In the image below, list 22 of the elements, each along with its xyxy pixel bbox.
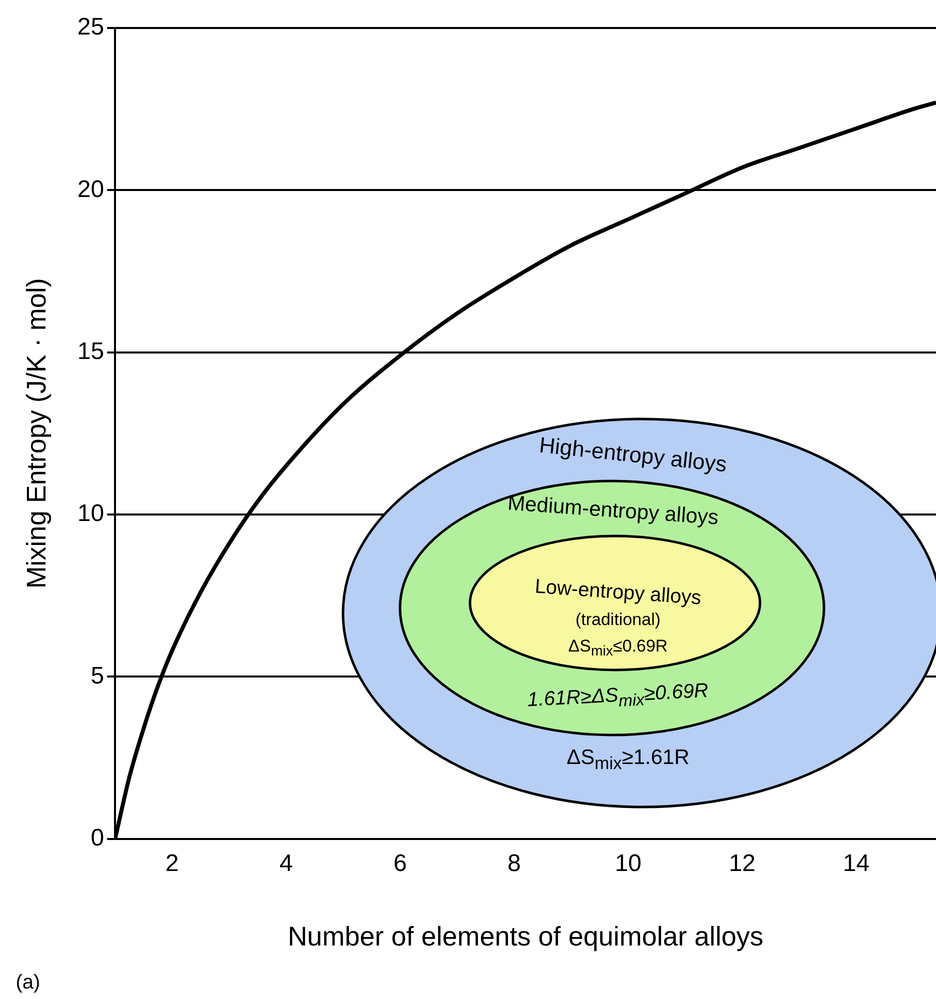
x-tick-label: 12: [728, 850, 756, 877]
x-axis-title: Number of elements of equimolar alloys: [288, 921, 764, 952]
y-tick-label: 20: [77, 176, 104, 203]
annotation: ΔS$_{mix}$≤0.69R: [568, 636, 668, 660]
annotation: (traditional): [575, 610, 661, 630]
x-tick-label: 2: [165, 850, 179, 877]
x-tick-label: 6: [393, 850, 407, 877]
y-axis-title: Mixing Entropy (J/K · mol): [22, 278, 52, 589]
x-tick-label: 10: [614, 850, 642, 877]
text: (a): [16, 972, 40, 994]
x-tick-label: 4: [279, 850, 293, 877]
x-tick-label: 8: [507, 850, 521, 877]
y-tick-label: 10: [77, 500, 104, 528]
annotation: High-entropy alloys: [538, 432, 728, 478]
y-tick-label: 0: [90, 824, 104, 852]
x-tick-label: 14: [842, 850, 870, 877]
y-tick-label: 25: [77, 14, 104, 41]
annotation: ΔS$_{mix}$≥1.61R: [566, 746, 690, 774]
y-tick-label: 5: [90, 662, 104, 690]
annotation: Medium-entropy alloys: [506, 492, 720, 530]
annotation: Low-entropy alloys: [534, 576, 702, 610]
y-tick-label: 15: [77, 338, 104, 365]
